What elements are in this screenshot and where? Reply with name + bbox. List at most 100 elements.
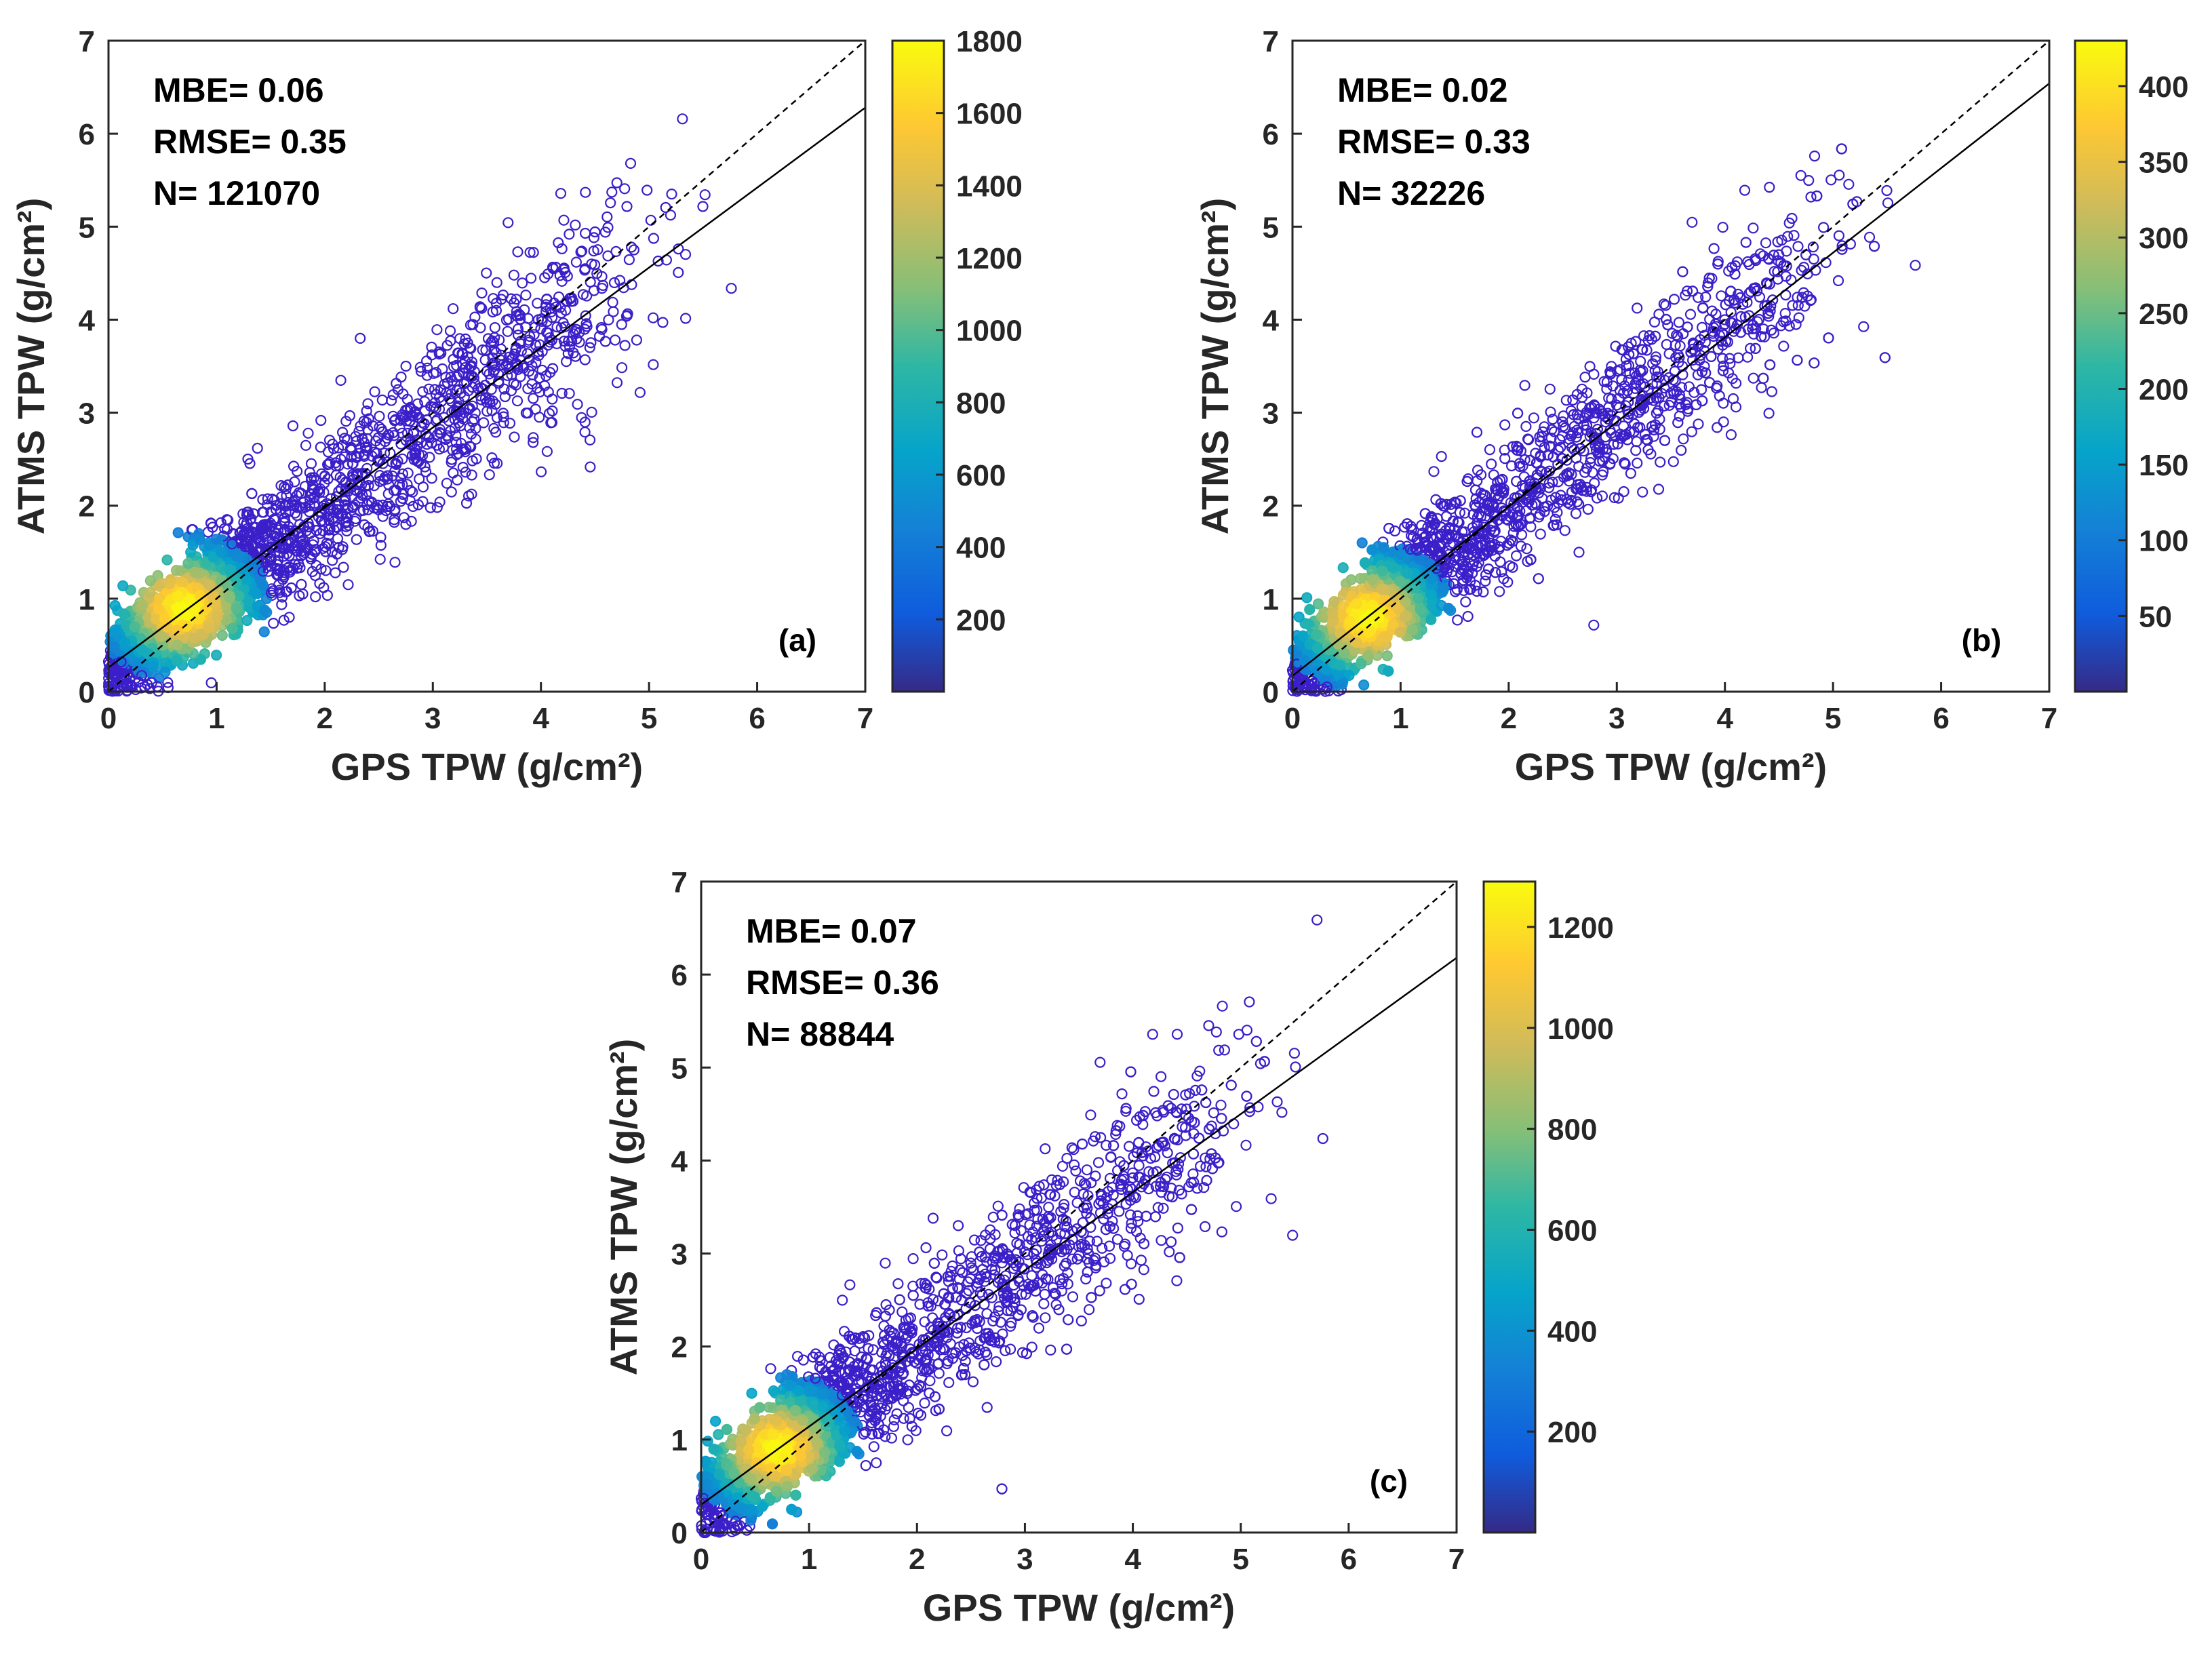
data-point: [555, 188, 567, 199]
data-point: [338, 561, 349, 573]
data-point: [1334, 659, 1345, 671]
data-point: [1519, 380, 1530, 391]
data-point: [424, 502, 436, 513]
data-point: [161, 554, 173, 566]
data-point: [1672, 417, 1684, 429]
colorbar-tick-label: 1600: [956, 98, 1023, 131]
data-point: [1512, 408, 1524, 419]
data-point: [1584, 361, 1596, 372]
data-point: [1809, 357, 1820, 369]
data-point: [1351, 598, 1362, 610]
data-point: [300, 439, 312, 451]
data-point: [1708, 243, 1720, 254]
data-point: [547, 405, 558, 417]
data-point: [679, 249, 692, 260]
data-point: [448, 303, 459, 315]
data-point: [577, 289, 589, 300]
data-point: [108, 641, 120, 652]
data-point: [1687, 285, 1699, 297]
data-point: [246, 488, 258, 500]
data-point: [967, 1376, 979, 1387]
data-point: [580, 310, 591, 321]
data-point: [1630, 445, 1642, 456]
data-point: [1823, 332, 1834, 344]
data-point: [394, 479, 406, 490]
data-point: [1760, 237, 1772, 249]
data-point: [1425, 614, 1437, 625]
data-point: [1792, 355, 1803, 366]
data-point: [575, 246, 587, 258]
data-point: [553, 237, 564, 249]
y-tick-label: 6: [1263, 118, 1279, 151]
colorbar-tick-label: 1000: [956, 315, 1023, 348]
data-point: [1443, 603, 1455, 614]
x-tick-label: 7: [857, 702, 873, 735]
colorbar-b: [2074, 39, 2128, 693]
data-point: [231, 603, 242, 614]
data-point: [1339, 647, 1350, 659]
data-point: [619, 340, 631, 351]
colorbar-tick-label: 300: [2139, 222, 2188, 255]
data-point: [607, 296, 618, 308]
y-tick-label: 6: [79, 118, 95, 151]
data-point: [543, 408, 555, 419]
data-point: [502, 325, 513, 337]
data-point: [1326, 607, 1339, 619]
data-point: [172, 639, 183, 651]
data-point: [1436, 450, 1447, 462]
data-point: [1655, 456, 1666, 468]
colorbar-tick-label: 1400: [956, 170, 1023, 203]
data-point: [1667, 456, 1679, 467]
data-point: [505, 385, 517, 397]
data-point: [162, 677, 174, 688]
colorbar-tick-label: 1800: [956, 25, 1023, 58]
data-point: [616, 319, 627, 330]
data-point: [1825, 174, 1837, 186]
data-point: [287, 420, 299, 432]
data-point: [498, 411, 509, 422]
data-point: [374, 553, 386, 565]
data-point: [645, 214, 656, 226]
data-point: [1632, 457, 1643, 469]
data-point: [336, 544, 348, 555]
data-point: [1803, 175, 1815, 186]
stat-rmse-a: RMSE= 0.35: [153, 123, 347, 161]
x-tick-label: 1: [1392, 702, 1408, 735]
data-point: [315, 441, 326, 453]
data-point: [525, 273, 537, 284]
data-point: [241, 614, 253, 627]
data-point: [249, 587, 260, 598]
data-point: [1377, 565, 1388, 577]
data-point: [562, 348, 574, 359]
data-point: [242, 594, 254, 606]
data-point: [172, 591, 184, 602]
data-point: [541, 446, 553, 457]
data-point: [601, 211, 613, 222]
data-point: [952, 1220, 964, 1231]
data-point: [1460, 596, 1472, 608]
x-tick-label: 5: [1825, 702, 1841, 735]
data-point: [1383, 665, 1394, 677]
data-point: [1240, 1139, 1252, 1151]
y-tick-label: 7: [1263, 25, 1279, 58]
data-point: [1747, 372, 1759, 384]
colorbar-tick-label: 350: [2139, 146, 2188, 180]
data-point: [172, 655, 183, 667]
colorbar-tick-label: 400: [2139, 71, 2188, 104]
data-point: [1311, 914, 1323, 926]
data-point: [1811, 190, 1823, 202]
y-tick-label: 5: [79, 211, 95, 244]
data-point: [1631, 436, 1642, 448]
data-point: [532, 298, 543, 309]
data-point: [1402, 568, 1413, 579]
data-point: [362, 398, 374, 410]
data-point: [296, 578, 307, 591]
data-point: [1693, 418, 1704, 430]
data-point: [446, 486, 457, 498]
data-point: [564, 229, 575, 240]
data-point: [1438, 583, 1449, 595]
stat-n-a: N= 121070: [153, 174, 320, 212]
data-point: [1364, 627, 1375, 638]
data-point: [1661, 338, 1672, 351]
data-point: [252, 442, 263, 454]
